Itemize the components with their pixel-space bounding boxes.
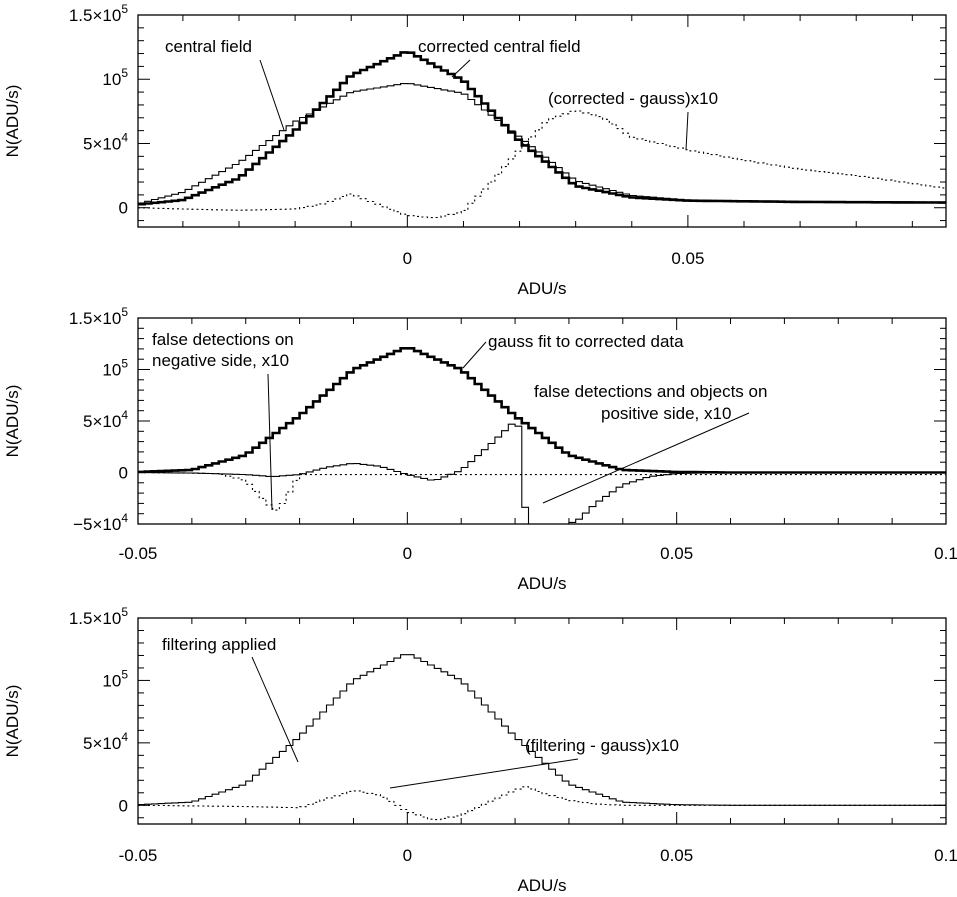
panel-2-series-2 xyxy=(138,471,946,511)
annotation-filtering-minus-gauss: (filtering - gauss)x10 xyxy=(525,736,679,755)
y-tick-label: 5×104 xyxy=(83,408,128,431)
panel-1-y-axis-label: N(ADU/s) xyxy=(3,85,22,158)
y-tick-label: 1.5×105 xyxy=(69,605,128,628)
panel-3-series-1 xyxy=(138,654,946,806)
panel-3-y-axis-label: N(ADU/s) xyxy=(3,685,22,758)
annotation-false-detections-negative-line1: false detections on xyxy=(152,330,294,349)
y-tick-label: 0 xyxy=(119,464,128,483)
annotation-corrected-minus-gauss: (corrected - gauss)x10 xyxy=(548,89,718,108)
leader-false-detections-positive xyxy=(542,412,750,504)
x-tick-label: 0.05 xyxy=(660,544,693,563)
panel-3-x-axis-label: ADU/s xyxy=(517,876,566,895)
x-tick-label: 0 xyxy=(403,249,412,268)
x-tick-label: -0.05 xyxy=(119,846,158,865)
x-tick-label: 0.1 xyxy=(934,846,957,865)
annotation-gauss-fit: gauss fit to corrected data xyxy=(488,332,684,351)
x-tick-label: 0.05 xyxy=(671,249,704,268)
panel-1-series-3 xyxy=(138,110,946,219)
annotation-false-detections-negative-line2: negative side, x10 xyxy=(152,351,289,370)
y-tick-label: 105 xyxy=(102,66,128,89)
annotation-false-detections-positive-line1: false detections and objects on xyxy=(534,382,767,401)
y-tick-label: −5×104 xyxy=(73,511,128,534)
panel-1-series-1 xyxy=(138,83,946,204)
annotation-false-detections-positive-line2: positive side, x10 xyxy=(601,404,731,423)
x-tick-label: 0 xyxy=(403,846,412,865)
y-tick-label: 0 xyxy=(119,796,128,815)
y-tick-label: 105 xyxy=(102,357,128,380)
annotation-corrected-central-field: corrected central field xyxy=(418,37,581,56)
panel-1-frame xyxy=(137,14,947,228)
leader-filtering-applied xyxy=(251,656,299,763)
y-tick-label: 5×104 xyxy=(83,130,128,153)
panel-1: 0 0.05 0 5×104 105 1.5×105 N(ADU/s) ADU/s cen… xyxy=(3,2,947,298)
panel-2-ticks: -0.05 0 0.05 0.1 −5×104 0 5×104 105 1.5×105 xyxy=(69,305,957,563)
leader-corrected-central-field xyxy=(451,59,471,78)
leader-gauss-fit xyxy=(462,341,487,369)
y-tick-label: 1.5×105 xyxy=(69,2,128,25)
panel-2-series-3 xyxy=(138,423,946,525)
x-tick-label: 0 xyxy=(403,544,412,563)
y-tick-label: 105 xyxy=(102,667,128,690)
panel-2: -0.05 0 0.05 0.1 −5×104 0 5×104 105 1.5×105 N(AD… xyxy=(3,305,957,593)
panel-3-marks xyxy=(138,654,946,821)
panel-1-marks xyxy=(138,51,946,219)
x-tick-label: 0.1 xyxy=(934,544,957,563)
annotation-filtering-applied: filtering applied xyxy=(162,635,276,654)
leader-central-field xyxy=(259,59,285,131)
panel-3-ticks: -0.05 0 0.05 0.1 0 5×104 105 1.5×105 xyxy=(69,605,957,865)
leader-corrected-minus-gauss xyxy=(685,111,689,151)
panel-3-frame xyxy=(137,617,947,825)
panel-1-ticks: 0 0.05 0 5×104 105 1.5×105 xyxy=(69,2,946,268)
y-tick-label: 5×104 xyxy=(83,730,128,753)
x-tick-label: -0.05 xyxy=(119,544,158,563)
panel-2-marks xyxy=(138,347,946,525)
panel-3-series-2 xyxy=(138,786,946,821)
y-tick-label: 0 xyxy=(119,199,128,218)
leader-false-detections-negative xyxy=(267,373,273,511)
x-tick-label: 0.05 xyxy=(660,846,693,865)
y-tick-label: 1.5×105 xyxy=(69,305,128,328)
panel-1-x-axis-label: ADU/s xyxy=(517,279,566,298)
panel-1-series-2 xyxy=(138,51,946,206)
panel-2-y-axis-label: N(ADU/s) xyxy=(3,385,22,458)
leader-filtering-minus-gauss xyxy=(389,758,579,789)
panel-2-x-axis-label: ADU/s xyxy=(517,574,566,593)
annotation-central-field: central field xyxy=(165,37,252,56)
panel-3: -0.05 0 0.05 0.1 0 5×104 105 1.5×105 N(ADU/s) A… xyxy=(3,605,957,895)
